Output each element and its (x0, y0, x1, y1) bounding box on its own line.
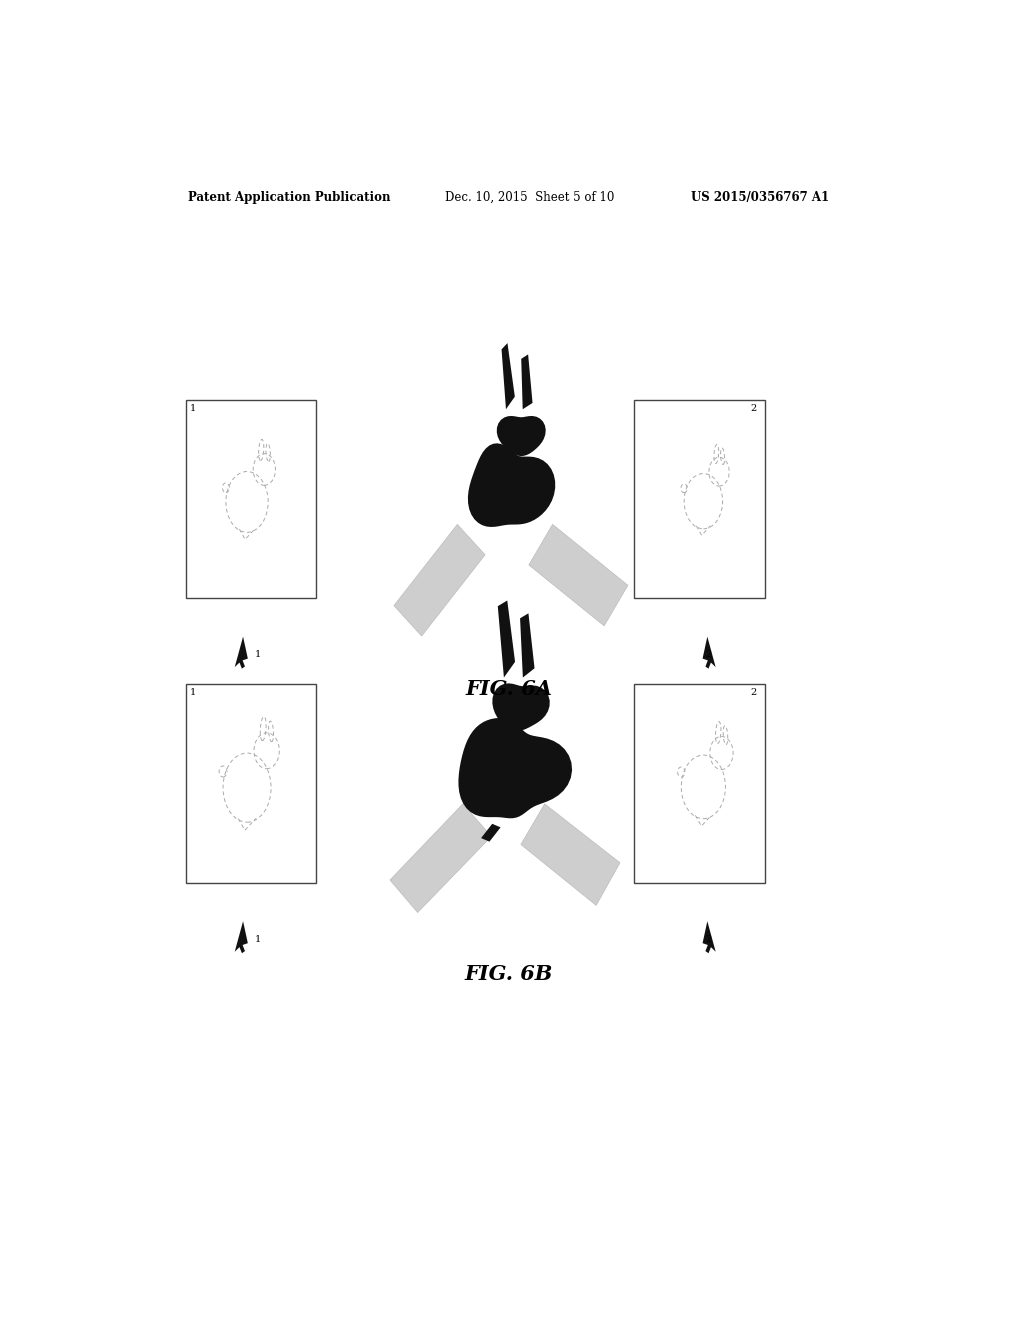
Polygon shape (493, 684, 550, 731)
Polygon shape (502, 343, 515, 409)
Text: US 2015/0356767 A1: US 2015/0356767 A1 (691, 191, 829, 203)
Text: 2: 2 (751, 689, 757, 697)
Polygon shape (528, 524, 628, 626)
Polygon shape (459, 718, 572, 818)
Text: 2: 2 (705, 651, 712, 660)
Polygon shape (497, 416, 546, 457)
Polygon shape (521, 355, 532, 409)
Polygon shape (234, 921, 248, 953)
Polygon shape (521, 804, 620, 906)
Text: Dec. 10, 2015  Sheet 5 of 10: Dec. 10, 2015 Sheet 5 of 10 (445, 191, 614, 203)
Text: 1: 1 (255, 651, 261, 660)
Polygon shape (394, 524, 485, 636)
Polygon shape (234, 636, 248, 669)
Text: Patent Application Publication: Patent Application Publication (187, 191, 390, 203)
Polygon shape (390, 804, 492, 912)
Bar (185, 400, 316, 598)
Text: 1: 1 (190, 404, 197, 413)
Bar (634, 684, 765, 883)
Text: 2: 2 (751, 404, 757, 413)
Polygon shape (498, 601, 515, 677)
Text: 1: 1 (190, 689, 197, 697)
Bar (185, 684, 316, 883)
Polygon shape (702, 636, 716, 669)
Bar (634, 400, 765, 598)
Text: FIG. 6B: FIG. 6B (465, 964, 553, 983)
Text: 2: 2 (705, 935, 712, 944)
Text: FIG. 6A: FIG. 6A (466, 680, 552, 700)
Polygon shape (481, 824, 501, 842)
Polygon shape (520, 614, 535, 677)
Polygon shape (702, 921, 716, 953)
Text: 1: 1 (255, 935, 261, 944)
Polygon shape (468, 444, 555, 527)
